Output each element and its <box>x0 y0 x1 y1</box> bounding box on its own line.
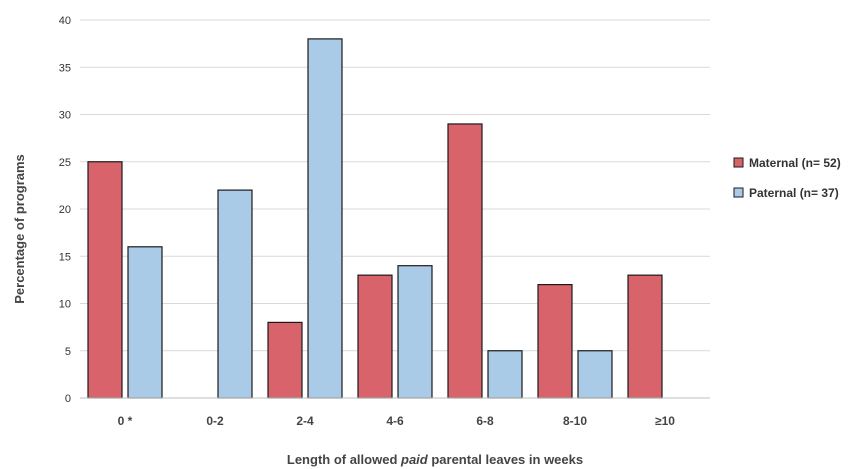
gridlines <box>80 19 710 352</box>
y-axis-ticks: 0 5 10 15 20 25 30 35 40 <box>59 15 71 405</box>
bar-paternal-1 <box>217 189 253 399</box>
x-tick-label: 4-6 <box>386 414 404 428</box>
y-tick-label: 0 <box>65 393 71 405</box>
y-tick-label: 15 <box>59 251 71 263</box>
x-axis-title-part: parental leaves in weeks <box>428 452 583 467</box>
bar-paternal-4 <box>487 350 523 399</box>
bars <box>87 38 663 399</box>
x-axis-ticks: 0 * 0-2 2-4 4-6 6-8 8-10 ≥10 <box>118 414 676 428</box>
x-tick-label: ≥10 <box>655 414 675 428</box>
y-tick-label: 35 <box>59 62 71 74</box>
y-tick-label: 40 <box>59 15 71 27</box>
legend-label: Paternal (n= 37) <box>749 186 839 200</box>
x-axis-title: Length of allowed paid parental leaves i… <box>287 452 583 467</box>
x-tick-label: 0 * <box>118 414 133 428</box>
bar-maternal-4 <box>447 123 483 399</box>
y-tick-label: 25 <box>59 157 71 169</box>
y-axis-title: Percentage of programs <box>12 154 27 304</box>
legend-swatch <box>733 157 744 168</box>
bar-maternal-2 <box>267 321 303 399</box>
bar-maternal-3 <box>357 274 393 399</box>
x-tick-label: 2-4 <box>296 414 314 428</box>
bar-paternal-0 <box>127 246 163 399</box>
x-axis-title-part: paid <box>400 452 429 467</box>
bar-paternal-3 <box>397 265 433 399</box>
x-tick-label: 6-8 <box>476 414 494 428</box>
x-axis-title-part: Length of allowed <box>287 452 401 467</box>
bar-maternal-6 <box>627 274 663 399</box>
legend-swatch <box>733 187 744 198</box>
y-tick-label: 30 <box>59 110 71 122</box>
x-tick-label: 8-10 <box>563 414 587 428</box>
y-tick-label: 10 <box>59 299 71 311</box>
y-tick-label: 5 <box>65 346 71 358</box>
bar-maternal-0 <box>87 161 123 399</box>
bar-paternal-5 <box>577 350 613 399</box>
legend-label: Maternal (n= 52) <box>749 156 841 170</box>
y-tick-label: 20 <box>59 204 71 216</box>
x-tick-label: 0-2 <box>206 414 224 428</box>
bar-maternal-5 <box>537 284 573 399</box>
legend: Maternal (n= 52) Paternal (n= 37) <box>733 156 841 200</box>
bar-paternal-2 <box>307 38 343 399</box>
